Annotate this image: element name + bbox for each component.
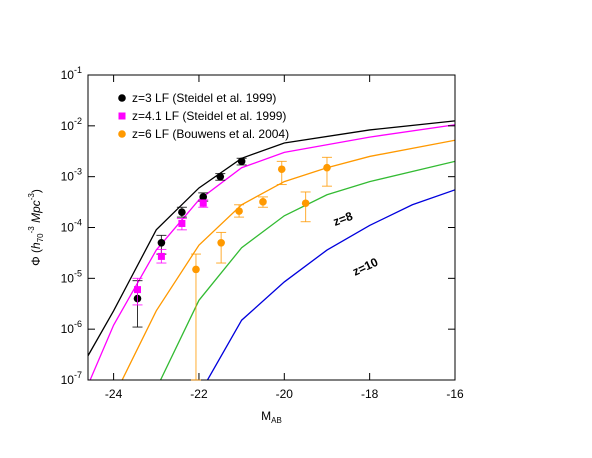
y-tick-base: 10 (61, 119, 75, 133)
y-label-part: Mpc (29, 200, 43, 226)
legend-marker (118, 130, 126, 138)
y-tick-exponent: -4 (74, 218, 82, 228)
data-point (217, 239, 225, 247)
y-label-part: ) (29, 189, 43, 193)
y-tick-base: 10 (61, 221, 75, 235)
y-label-part: Φ ( (29, 249, 43, 266)
y-tick-label: 10-1 (61, 65, 82, 82)
annotation: z=8 (331, 209, 355, 229)
legend-label: z=3 LF (Steidel et al. 1999) (132, 91, 276, 105)
x-tick-label: -22 (190, 387, 208, 401)
y-tick-label: 10-3 (61, 167, 82, 184)
data-point (235, 207, 243, 215)
legend-marker (118, 112, 126, 120)
y-tick-exponent: -5 (74, 268, 82, 278)
x-label-sub: AB (271, 416, 282, 425)
data-point (157, 252, 165, 260)
y-tick-base: 10 (61, 170, 75, 184)
curve (121, 139, 455, 380)
y-tick-exponent: -2 (74, 116, 82, 126)
y-label-part: -3 (27, 193, 36, 201)
data-point (216, 172, 225, 181)
curve (88, 120, 455, 357)
y-tick-exponent: -1 (74, 65, 82, 75)
y-tick-exponent: -3 (74, 167, 82, 177)
legend-label: z=6 LF (Bouwens et al. 2004) (132, 127, 289, 141)
data-point (178, 219, 186, 227)
x-tick-label: -16 (446, 387, 464, 401)
data-point (301, 199, 310, 208)
curve (89, 124, 455, 380)
data-point (323, 163, 331, 172)
curve (159, 160, 455, 380)
legend-label: z=4.1 LF (Steidel et al. 1999) (132, 109, 286, 123)
data-point (157, 239, 166, 247)
data-point (192, 265, 200, 274)
x-label-main: M (261, 409, 271, 423)
x-axis-label: MAB (261, 409, 282, 425)
y-tick-base: 10 (61, 322, 75, 336)
y-tick-base: 10 (61, 271, 75, 285)
x-tick-label: -20 (276, 387, 294, 401)
curve (206, 189, 455, 380)
y-tick-exponent: -6 (74, 319, 82, 329)
data-point (237, 157, 246, 166)
data-point (199, 193, 208, 201)
y-tick-label: 10-2 (61, 116, 82, 133)
data-point (199, 199, 207, 207)
data-point (259, 198, 267, 206)
y-tick-exponent: -7 (74, 370, 82, 380)
y-tick-base: 10 (61, 68, 75, 82)
y-tick-label: 10-6 (61, 319, 82, 336)
y-tick-label: 10-5 (61, 268, 82, 285)
y-tick-label: 10-4 (61, 218, 82, 235)
data-point (134, 286, 142, 294)
y-label-part: 70 (36, 233, 45, 242)
y-label-part: h (29, 242, 43, 249)
curves (88, 120, 455, 380)
data-point (178, 208, 186, 216)
y-label-part: -3 (27, 226, 36, 234)
x-tick-label: -18 (361, 387, 379, 401)
annotation: z=10 (350, 255, 380, 279)
y-tick-base: 10 (61, 373, 75, 387)
x-tick-label: -24 (105, 387, 123, 401)
data-point (277, 165, 286, 174)
y-tick-label: 10-7 (61, 370, 82, 387)
y-axis-label: Φ (h70-3 Mpc-3) (27, 189, 45, 266)
legend-marker (118, 94, 126, 102)
